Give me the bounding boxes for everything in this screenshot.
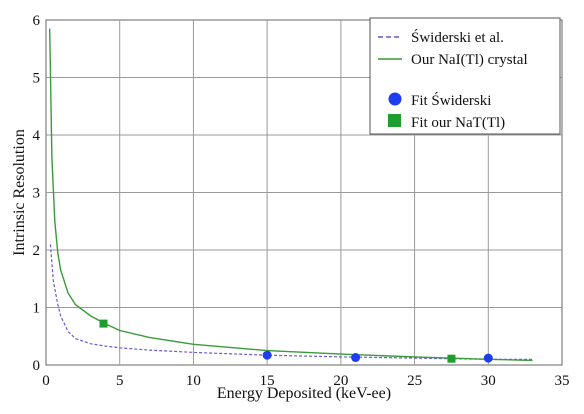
- x-tick-label: 20: [333, 373, 348, 389]
- fit-swiderski-point: [262, 350, 272, 360]
- x-tick-label: 0: [42, 373, 50, 389]
- fit-swiderski-point: [351, 353, 361, 363]
- y-tick-label: 3: [33, 186, 41, 202]
- series-swiderski-curve: [49, 244, 533, 360]
- fit-nai-point: [99, 319, 108, 328]
- fit-nai-point: [447, 354, 456, 363]
- x-tick-label: 25: [407, 373, 422, 389]
- legend-label: Our NaI(Tl) crystal: [411, 52, 528, 68]
- legend-swatch: [388, 114, 401, 127]
- legend-swatch: [388, 92, 402, 106]
- y-axis-ticks: 0 1 2 3 4 5 6: [33, 13, 41, 374]
- y-tick-label: 4: [33, 128, 41, 144]
- y-tick-label: 0: [33, 358, 41, 374]
- grid: [46, 20, 562, 365]
- x-tick-label: 35: [555, 373, 570, 389]
- x-tick-label: 30: [481, 373, 496, 389]
- y-tick-label: 1: [33, 301, 41, 317]
- y-tick-label: 5: [33, 71, 41, 87]
- x-tick-label: 10: [186, 373, 201, 389]
- x-axis-ticks: 0 5 10 15 20 25 30 35: [42, 373, 569, 389]
- legend-label: Świderski et al.: [411, 29, 504, 46]
- y-tick-label: 2: [33, 243, 41, 259]
- series-layer: [49, 28, 533, 363]
- legend-box: [369, 17, 561, 135]
- legend-label: Fit our NaT(Tl): [411, 115, 505, 131]
- fit-swiderski-point: [483, 353, 493, 363]
- legend-label: Fit Świderski: [411, 92, 491, 109]
- y-axis-label: Intrinsic Resolution: [11, 129, 28, 256]
- y-tick-label: 6: [33, 13, 41, 29]
- legend: Świderski et al. Our NaI(Tl) crystal Fit Ś…: [369, 17, 561, 135]
- x-tick-label: 5: [116, 373, 124, 389]
- x-tick-label: 15: [260, 373, 275, 389]
- x-axis-label: Energy Deposited (keV-ee): [217, 385, 391, 402]
